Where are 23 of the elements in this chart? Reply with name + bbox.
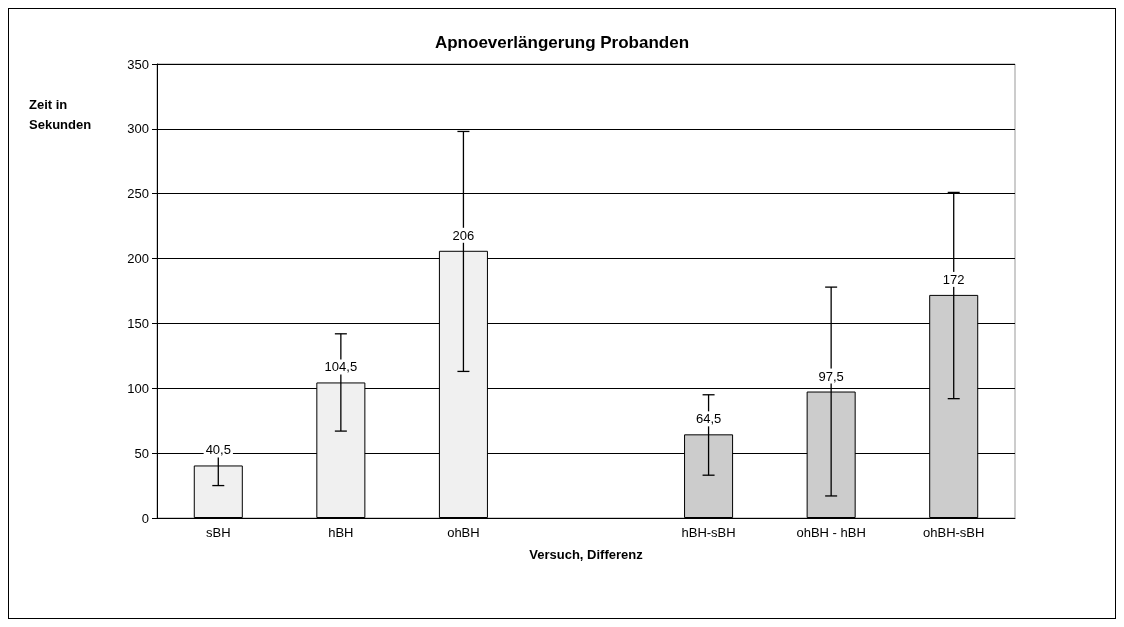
x-tick-label: sBH	[206, 525, 231, 540]
data-label: 64,5	[695, 411, 722, 427]
x-tick-label: ohBH-sBH	[923, 525, 985, 540]
y-tick-label: 300	[127, 121, 149, 137]
y-tick-label: 350	[127, 56, 149, 72]
y-tick-label: 250	[127, 186, 149, 202]
data-label: 172	[942, 271, 965, 287]
x-tick-label: ohBH - hBH	[796, 525, 866, 540]
y-tick-label: 0	[141, 510, 149, 526]
chart-title: Apnoeverlängerung Probanden	[434, 33, 690, 52]
x-tick-label: hBH-sBH	[681, 525, 736, 540]
data-label: 97,5	[818, 368, 844, 384]
x-axis-title: Versuch, Differenz	[529, 547, 644, 562]
y-tick-label: 50	[134, 445, 149, 461]
x-tick-label: hBH	[328, 525, 354, 540]
data-label: 104,5	[324, 359, 358, 375]
x-tick-label: ohBH	[447, 525, 480, 540]
data-label: 40,5	[205, 442, 231, 458]
y-tick-label: 150	[127, 315, 149, 331]
y-tick-label: 100	[127, 380, 149, 396]
y-tick-label: 200	[127, 251, 149, 267]
y-axis-title: Zeit in Sekunden	[29, 96, 92, 132]
data-label: 206	[452, 227, 475, 243]
